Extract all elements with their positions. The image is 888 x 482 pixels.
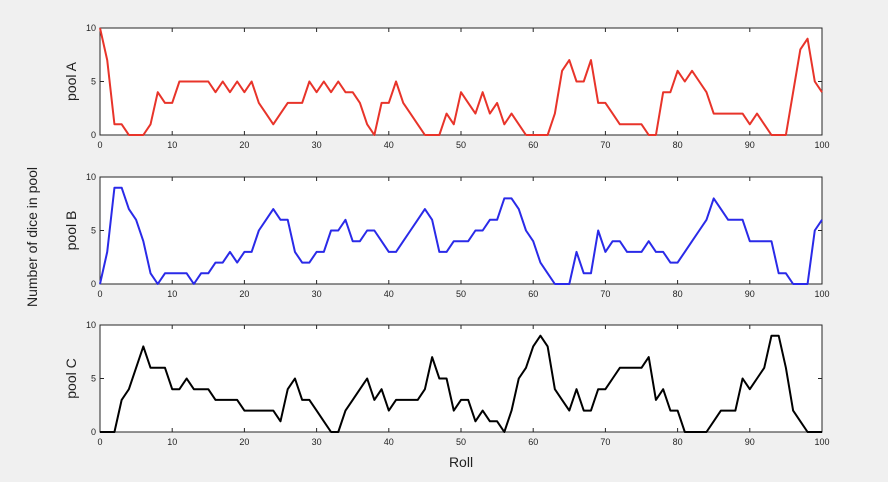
panel-2: 0 10 20 30 40 50 60 70 80 90 100 0 5 10 pool B: [63, 172, 830, 299]
x-tick-label: 10: [167, 140, 177, 150]
panel-ylabel: pool B: [63, 211, 79, 251]
x-tick-label: 30: [312, 289, 322, 299]
plot-area: [99, 324, 823, 433]
y-tick-label: 5: [91, 226, 96, 236]
x-tick-label: 100: [814, 289, 829, 299]
x-tick-label: 40: [384, 437, 394, 447]
series-line-pool-a: [99, 27, 823, 136]
x-tick-label: 90: [745, 140, 755, 150]
y-tick-label: 5: [91, 374, 96, 384]
y-tick-label: 10: [86, 320, 96, 330]
y-tick-label: 10: [86, 172, 96, 182]
panel-3: 0 10 20 30 40 50 60 70 80 90 100 0 5 10 pool C: [63, 320, 830, 447]
x-tick-label: 50: [456, 437, 466, 447]
figure-xlabel: Roll: [449, 454, 473, 470]
x-tick-label: 80: [673, 289, 683, 299]
x-tick-label: 90: [745, 437, 755, 447]
x-tick-label: 60: [528, 437, 538, 447]
x-tick-label: 70: [600, 140, 610, 150]
x-tick-label: 100: [814, 140, 829, 150]
x-tick-label: 40: [384, 140, 394, 150]
y-tick-label: 0: [91, 279, 96, 289]
y-tick-label: 0: [91, 427, 96, 437]
series-line-pool-c: [100, 334, 822, 433]
plot-area: [99, 27, 823, 136]
plot-area: [99, 176, 823, 285]
x-tick-label: 70: [600, 437, 610, 447]
x-tick-label: 50: [456, 140, 466, 150]
x-tick-label: 10: [167, 289, 177, 299]
x-tick-label: 80: [673, 437, 683, 447]
x-tick-label: 20: [239, 437, 249, 447]
x-tick-label: 20: [239, 289, 249, 299]
figure-ylabel: Number of dice in pool: [24, 167, 40, 307]
x-tick-label: 0: [97, 289, 102, 299]
x-tick-label: 60: [528, 289, 538, 299]
x-tick-label: 0: [97, 140, 102, 150]
series-line-pool-b: [99, 186, 823, 285]
x-tick-label: 40: [384, 289, 394, 299]
x-tick-label: 60: [528, 140, 538, 150]
y-tick-label: 5: [91, 77, 96, 87]
x-tick-label: 80: [673, 140, 683, 150]
y-tick-label: 0: [91, 130, 96, 140]
panel-1: 0 10 20 30 40 50 60 70 80 90 100 0 5 10 pool A: [63, 23, 830, 150]
panel-ylabel: pool A: [63, 61, 79, 101]
x-tick-label: 90: [745, 289, 755, 299]
x-tick-label: 30: [312, 437, 322, 447]
x-tick-label: 100: [814, 437, 829, 447]
x-tick-label: 30: [312, 140, 322, 150]
x-tick-label: 70: [600, 289, 610, 299]
x-tick-label: 50: [456, 289, 466, 299]
x-tick-label: 10: [167, 437, 177, 447]
panel-ylabel: pool C: [63, 358, 79, 398]
x-tick-label: 20: [239, 140, 249, 150]
x-tick-label: 0: [97, 437, 102, 447]
y-tick-label: 10: [86, 23, 96, 33]
